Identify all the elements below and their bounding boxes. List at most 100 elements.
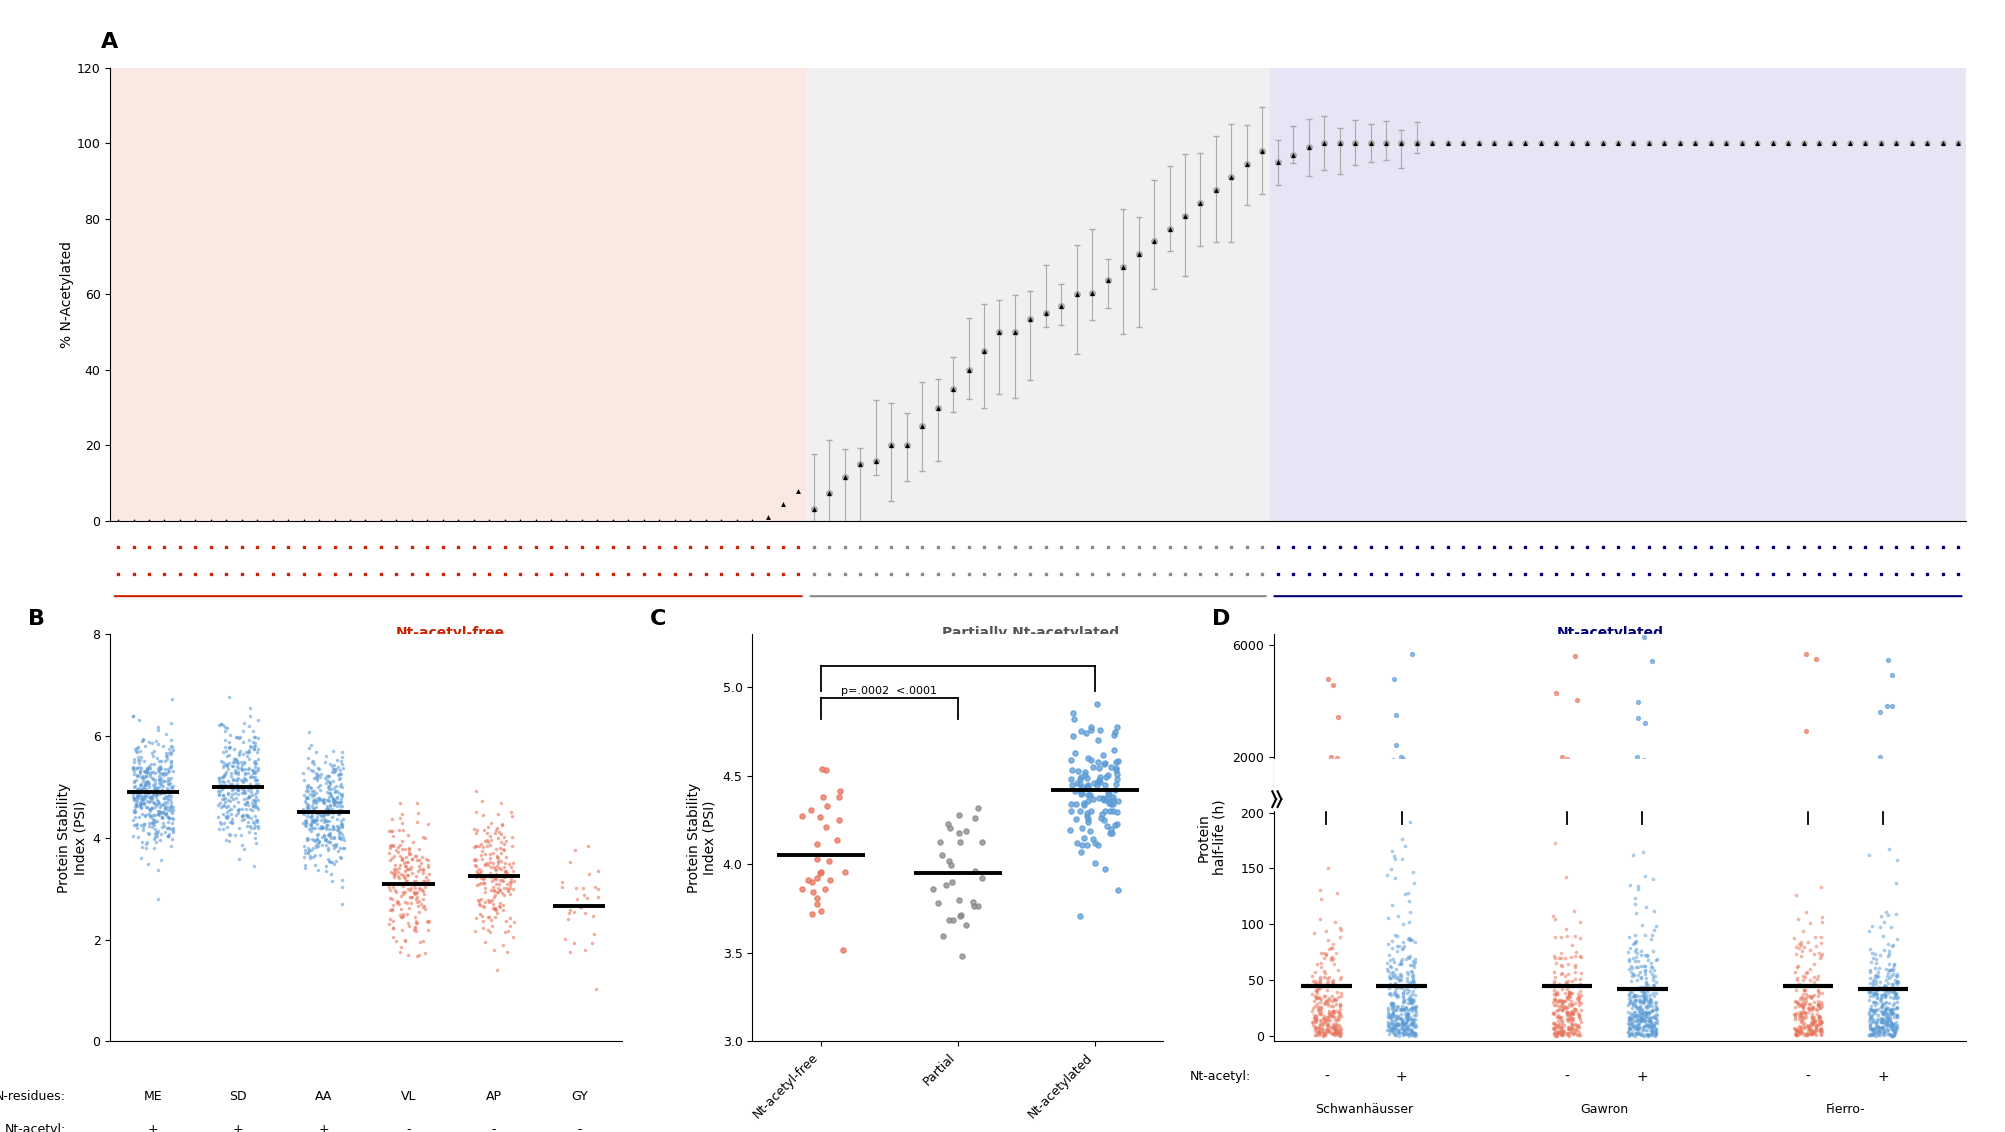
Point bbox=[1377, 953, 1410, 971]
Point bbox=[1395, 990, 1428, 1009]
Text: p=.26: p=.26 bbox=[1343, 791, 1383, 805]
Point bbox=[1317, 955, 1349, 974]
Point bbox=[1538, 986, 1570, 1004]
Point bbox=[1099, 760, 1131, 778]
Point bbox=[289, 811, 321, 829]
Point bbox=[1540, 985, 1572, 1003]
Point bbox=[375, 900, 407, 918]
Point bbox=[1857, 993, 1889, 1011]
Point bbox=[311, 857, 343, 875]
Point bbox=[323, 829, 355, 847]
Point bbox=[241, 817, 273, 835]
Point bbox=[118, 789, 150, 807]
Point bbox=[120, 796, 152, 814]
Point bbox=[307, 806, 339, 824]
Point bbox=[487, 935, 519, 953]
Point bbox=[215, 799, 247, 817]
Point bbox=[481, 857, 513, 875]
Point bbox=[207, 769, 239, 787]
Point bbox=[1323, 1009, 1355, 1027]
Point bbox=[1552, 1018, 1584, 1036]
Point bbox=[1871, 947, 1903, 966]
Point bbox=[1798, 1017, 1831, 1035]
Point bbox=[299, 846, 331, 864]
Point bbox=[1778, 938, 1811, 957]
Point bbox=[311, 812, 343, 830]
Point bbox=[128, 781, 160, 799]
Point bbox=[401, 889, 433, 907]
Point bbox=[130, 791, 162, 809]
Point bbox=[1628, 989, 1660, 1007]
Point bbox=[215, 825, 247, 843]
Point bbox=[1794, 1021, 1827, 1039]
Point bbox=[1875, 1000, 1907, 1018]
Point bbox=[217, 770, 249, 788]
Point bbox=[1395, 1002, 1428, 1020]
Point bbox=[227, 760, 259, 778]
Point bbox=[1315, 1006, 1347, 1024]
Point bbox=[128, 815, 160, 833]
Point bbox=[407, 932, 439, 950]
Point bbox=[375, 889, 407, 907]
Point bbox=[1397, 1001, 1430, 1019]
Point bbox=[1065, 837, 1097, 855]
Point bbox=[1377, 850, 1410, 868]
Point bbox=[399, 914, 431, 932]
Point bbox=[327, 872, 359, 890]
Point bbox=[241, 811, 273, 829]
Point bbox=[144, 760, 176, 778]
Point bbox=[1381, 1017, 1414, 1035]
Point bbox=[1305, 1018, 1337, 1036]
Point bbox=[1879, 998, 1911, 1017]
Point bbox=[465, 890, 497, 908]
Point bbox=[1638, 951, 1670, 969]
Point bbox=[1784, 933, 1817, 951]
Point bbox=[1323, 928, 1355, 946]
Point bbox=[407, 882, 439, 900]
Point bbox=[305, 775, 337, 794]
Point bbox=[391, 946, 423, 964]
Point bbox=[1303, 1021, 1335, 1039]
Point bbox=[1859, 950, 1891, 968]
Point bbox=[325, 765, 357, 783]
Point bbox=[1387, 934, 1420, 952]
Point bbox=[1546, 993, 1578, 1011]
Point bbox=[1377, 994, 1410, 1012]
Point bbox=[1782, 989, 1815, 1007]
Point bbox=[148, 817, 180, 835]
Point bbox=[1373, 963, 1406, 981]
Point bbox=[1311, 791, 1343, 809]
Point bbox=[1626, 1020, 1658, 1038]
Point bbox=[1387, 767, 1420, 786]
Point bbox=[118, 778, 150, 796]
Point bbox=[1622, 1011, 1654, 1029]
Point bbox=[457, 820, 489, 838]
Point bbox=[1804, 1012, 1837, 1030]
Point bbox=[1875, 1027, 1907, 1045]
Point bbox=[473, 908, 505, 926]
Point bbox=[116, 784, 148, 803]
Point bbox=[1798, 1013, 1831, 1031]
Point bbox=[473, 893, 505, 911]
Point bbox=[323, 818, 355, 837]
Point bbox=[1784, 1009, 1817, 1027]
Point bbox=[327, 787, 359, 805]
Point bbox=[413, 872, 445, 890]
Point bbox=[217, 781, 249, 799]
Point bbox=[1564, 1001, 1596, 1019]
Point bbox=[293, 758, 325, 777]
Point bbox=[1552, 1018, 1584, 1036]
Point bbox=[1778, 1023, 1811, 1041]
Point bbox=[1319, 1026, 1351, 1044]
Point bbox=[1855, 1006, 1887, 1024]
Point bbox=[1802, 1015, 1835, 1034]
Point bbox=[1853, 1018, 1885, 1036]
Point bbox=[1776, 1005, 1809, 1023]
Point bbox=[481, 820, 513, 838]
Point bbox=[156, 804, 188, 822]
Point bbox=[1542, 1017, 1574, 1035]
Point bbox=[1556, 1004, 1588, 1022]
Point bbox=[1313, 1011, 1345, 1029]
Point bbox=[936, 873, 968, 891]
Point bbox=[1871, 1024, 1903, 1043]
